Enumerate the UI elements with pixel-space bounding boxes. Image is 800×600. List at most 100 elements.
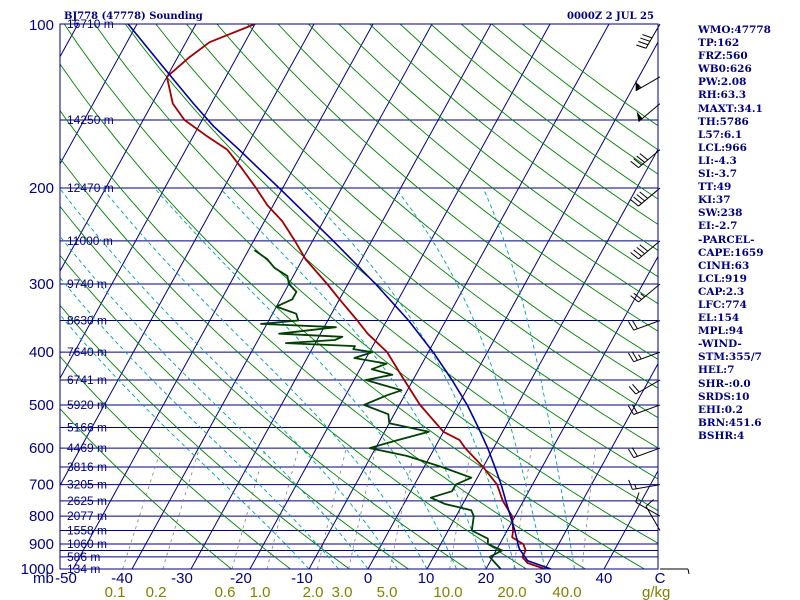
temperature-label: -10	[291, 570, 313, 587]
temperature-label: 40	[596, 570, 613, 587]
wind-barb-flag	[631, 319, 638, 329]
index-item: PW:2.08	[698, 76, 747, 89]
mixing-ratio-line	[348, 448, 377, 569]
dry-adiabat-line	[369, 24, 658, 251]
dry-adiabat-line	[60, 408, 232, 569]
index-item: WB0:626	[698, 63, 752, 76]
index-item: CINH:63	[698, 259, 750, 272]
dry-adiabat-line	[247, 24, 658, 360]
wind-barb-flag	[639, 244, 649, 252]
pressure-label: 300	[29, 276, 54, 293]
wind-barb-half-flag	[634, 483, 637, 489]
mixing-ratio-label: 0.2	[146, 584, 167, 600]
wind-barb	[635, 76, 661, 92]
index-item: TH:5786	[698, 115, 749, 128]
wind-barb-staff	[638, 283, 661, 303]
wind-barb-flag	[642, 34, 653, 39]
mixing-ratio-label: 0.6	[215, 584, 236, 600]
index-item: LCL:919	[698, 272, 747, 285]
dry-adiabat-line	[60, 157, 527, 569]
stability-indices-panel: WMO:47778 TP:162 FRZ:560 WB0:626 PW:2.08 RH:6…	[698, 24, 798, 443]
wind-barb	[628, 479, 661, 490]
dry-adiabat-line	[277, 24, 658, 332]
wind-barb-flag	[627, 448, 635, 458]
wind-barb-flag	[630, 252, 639, 260]
wind-barb-flag	[636, 155, 645, 163]
wind-barb-half-flag	[687, 568, 690, 575]
wind-barb-staff	[633, 320, 661, 331]
pressure-label: 800	[29, 508, 54, 525]
pressure-label: 700	[29, 477, 54, 494]
moist-adiabat-line	[154, 187, 457, 569]
pressure-label: 100	[29, 17, 54, 34]
mixing-ratio-label: 0.1	[105, 584, 126, 600]
temperature-label: -20	[230, 570, 252, 587]
index-item: LFC:774	[698, 298, 747, 311]
height-label: 5166 m	[67, 420, 107, 434]
dry-adiabat-line	[60, 63, 645, 569]
wind-barb-flag	[630, 295, 639, 303]
temperature-label: -30	[171, 570, 193, 587]
moist-adiabat-line	[101, 187, 428, 569]
isotherm-line	[426, 148, 658, 569]
index-item: LCL:966	[698, 141, 747, 154]
wind-barb	[627, 404, 661, 415]
wind-barb-flag	[639, 153, 649, 161]
index-item: TP:162	[698, 37, 740, 50]
index-item: SRDS:10	[698, 390, 750, 403]
pressure-label: 400	[29, 344, 54, 361]
wind-barb	[630, 283, 661, 303]
pressure-label: 200	[29, 180, 54, 197]
isotherm-line	[308, 24, 610, 569]
index-item: -PARCEL-	[698, 233, 755, 246]
mixing-ratio-line	[449, 448, 472, 569]
isotherm-line	[60, 24, 197, 273]
wind-barb-flag	[631, 447, 638, 457]
isotherm-line	[60, 24, 256, 380]
pressure-label: 500	[29, 397, 54, 414]
height-label: 2077 m	[67, 509, 107, 523]
moist-adiabat-line	[60, 277, 339, 569]
index-item: STM:355/7	[698, 351, 762, 364]
wind-barb	[627, 319, 661, 331]
wind-barb	[627, 351, 661, 363]
wind-barb-staff	[635, 76, 661, 92]
isotherm-line	[0, 24, 19, 569]
wind-barb-staff	[638, 149, 661, 168]
index-item: SHR-:0.0	[698, 377, 751, 390]
height-label: 4469 m	[67, 441, 107, 455]
mixing-ratio-line	[162, 447, 200, 569]
height-label: 1060 m	[67, 537, 107, 551]
pressure-label: 1000	[21, 561, 54, 578]
temperature-label: 10	[418, 570, 435, 587]
wind-barb	[627, 447, 661, 459]
wind-barb	[630, 187, 661, 207]
height-label: 1558 m	[67, 524, 107, 538]
dry-adiabat-line	[60, 109, 586, 569]
wind-barb-flag	[636, 44, 647, 49]
index-item: L57:6.1	[698, 128, 743, 141]
index-item: EI:-2.7	[698, 220, 738, 233]
height-label: 12470 m	[67, 181, 114, 195]
index-item: -WIND-	[698, 338, 742, 351]
pressure-label: 900	[29, 536, 54, 553]
mixing-ratio-label: 2.0	[303, 584, 324, 600]
wind-barb-half-flag	[637, 83, 642, 89]
moist-adiabat-line	[394, 187, 546, 569]
moist-adiabat-line	[300, 187, 516, 569]
height-label: 3816 m	[67, 460, 107, 474]
height-label: 8630 m	[67, 314, 107, 328]
height-label: 6741 m	[67, 373, 107, 387]
station-title: BJ778 (47778) Sounding	[64, 11, 203, 22]
index-item: SI:-3.7	[698, 168, 737, 181]
wind-barbs	[627, 23, 690, 575]
mixing-unit-label: g/kg	[642, 584, 670, 600]
index-item: TT:49	[698, 181, 732, 194]
wind-barb-flag	[635, 492, 640, 503]
height-label: 9740 m	[67, 277, 107, 291]
mixing-ratio-line	[266, 448, 299, 569]
wind-barb-staff	[638, 187, 661, 207]
dry-adiabat-line	[60, 304, 350, 569]
wind-barb-flag	[628, 479, 633, 490]
